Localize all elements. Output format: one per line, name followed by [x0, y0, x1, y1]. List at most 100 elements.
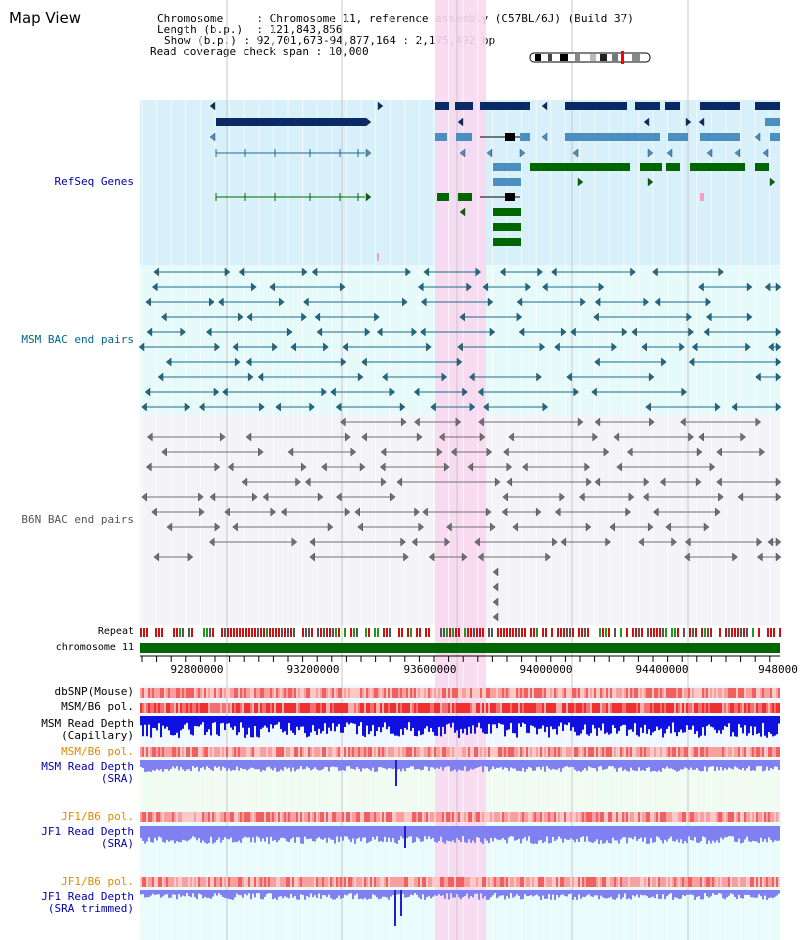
read-depth-bar [312, 826, 314, 842]
polymorphism-mark [492, 703, 494, 713]
read-depth-bar [746, 760, 748, 769]
polymorphism-mark [736, 688, 738, 698]
read-depth-bar [314, 826, 316, 842]
polymorphism-mark [156, 747, 158, 757]
read-depth-bar [142, 716, 144, 737]
chromosome-bar[interactable] [140, 643, 780, 653]
track-label-msm-bac[interactable]: MSM BAC end pairs [21, 333, 134, 346]
read-depth-bar [686, 826, 688, 844]
bac-end-marker [330, 387, 336, 397]
polymorphism-mark [178, 688, 180, 698]
read-depth-bar [616, 890, 618, 898]
polymorphism-mark [590, 688, 592, 698]
polymorphism-mark [506, 747, 508, 757]
read-depth-bar [662, 716, 664, 738]
track-label-refseq[interactable]: RefSeq Genes [54, 175, 134, 188]
polymorphism-mark [314, 688, 316, 698]
bac-end-marker [659, 477, 666, 487]
read-depth-bar [770, 826, 772, 840]
read-depth-bar [218, 760, 220, 767]
bac-end-marker [198, 402, 205, 412]
track-label-jf1-depth-sra[interactable]: JF1 Read Depth [41, 825, 134, 838]
read-depth-bar [178, 826, 180, 842]
bac-end-marker [314, 312, 321, 322]
track-label-jf1-b6-pol-2[interactable]: JF1/B6 pol. [61, 875, 134, 888]
track-label-b6n-bac[interactable]: B6N BAC end pairs [21, 513, 134, 526]
read-depth-bar [502, 826, 504, 839]
polymorphism-mark [544, 688, 546, 698]
polymorphism-mark [466, 747, 468, 757]
polymorphism-mark [358, 812, 360, 822]
polymorphism-mark [402, 688, 404, 698]
read-depth-bar [456, 760, 458, 772]
b6n-bac-track[interactable] [141, 417, 782, 622]
read-depth-bar [184, 890, 186, 897]
bac-end-marker [616, 462, 622, 472]
polymorphism-mark [600, 688, 602, 698]
polymorphism-mark [148, 812, 150, 822]
polymorphism-mark [570, 812, 572, 822]
polymorphism-mark [248, 812, 250, 822]
repeat-mark [440, 628, 442, 637]
polymorphism-mark [324, 877, 326, 887]
read-depth-bar [750, 716, 752, 727]
read-depth-bar [172, 890, 174, 895]
chromosome-ideogram[interactable] [529, 51, 651, 64]
repeat-mark [302, 628, 304, 637]
repeat-track[interactable] [140, 628, 781, 637]
bac-end-marker [716, 477, 722, 487]
polymorphism-mark [460, 688, 462, 698]
polymorphism-mark [418, 703, 420, 713]
read-depth-bar [538, 890, 540, 897]
refseq-genes-track[interactable] [209, 101, 780, 261]
read-depth-bar [246, 716, 248, 735]
polymorphism-mark [166, 747, 168, 757]
polymorphism-mark [672, 703, 674, 713]
polymorphism-mark [260, 812, 262, 822]
polymorphism-mark [648, 812, 650, 822]
track-label-msm-b6-pol-1[interactable]: MSM/B6 pol. [61, 700, 134, 713]
bac-end-marker [218, 297, 224, 307]
read-depth-bar [726, 826, 728, 838]
repeat-mark [293, 628, 295, 637]
track-label-msm-depth-sra[interactable]: MSM Read Depth [41, 760, 134, 773]
read-depth-bar [496, 890, 498, 899]
bac-end-marker [768, 342, 774, 352]
track-label-jf1-b6-pol-1[interactable]: JF1/B6 pol. [61, 810, 134, 823]
polymorphism-mark [608, 747, 610, 757]
read-depth-bar [734, 760, 736, 767]
read-depth-bar [408, 760, 410, 768]
read-depth-bar [640, 716, 642, 728]
bac-end-marker [441, 372, 448, 382]
polymorphism-mark [628, 812, 630, 822]
track-label-jf1-depth-trim[interactable]: JF1 Read Depth [41, 890, 134, 903]
track-label-dbsnp[interactable]: dbSNP(Mouse) [54, 685, 134, 698]
polymorphism-tracks[interactable] [140, 688, 780, 887]
polymorphism-mark [194, 877, 196, 887]
polymorphism-mark [406, 812, 408, 822]
msm-bac-track[interactable] [138, 267, 782, 412]
read-depth-bar [416, 826, 418, 838]
bac-end-marker [420, 327, 426, 337]
polymorphism-mark [662, 747, 664, 757]
polymorphism-mark [688, 703, 690, 713]
read-depth-bar [258, 760, 260, 770]
polymorphism-mark [224, 812, 226, 822]
bac-end-marker [474, 537, 480, 547]
read-depth-bar [498, 826, 500, 841]
polymorphism-mark [366, 747, 368, 757]
polymorphism-mark [534, 703, 536, 713]
polymorphism-mark [434, 703, 436, 713]
track-label-msm-depth-cap[interactable]: MSM Read Depth [41, 717, 134, 730]
polymorphism-mark [706, 703, 708, 713]
polymorphism-mark [728, 703, 730, 713]
polymorphism-mark [480, 812, 482, 822]
polymorphism-mark [526, 747, 528, 757]
polymorphism-mark [678, 877, 680, 887]
polymorphism-mark [316, 877, 318, 887]
track-label-msm-b6-pol-2[interactable]: MSM/B6 pol. [61, 745, 134, 758]
polymorphism-mark [566, 877, 568, 887]
polymorphism-mark [544, 877, 546, 887]
read-depth-tracks[interactable] [140, 716, 780, 926]
